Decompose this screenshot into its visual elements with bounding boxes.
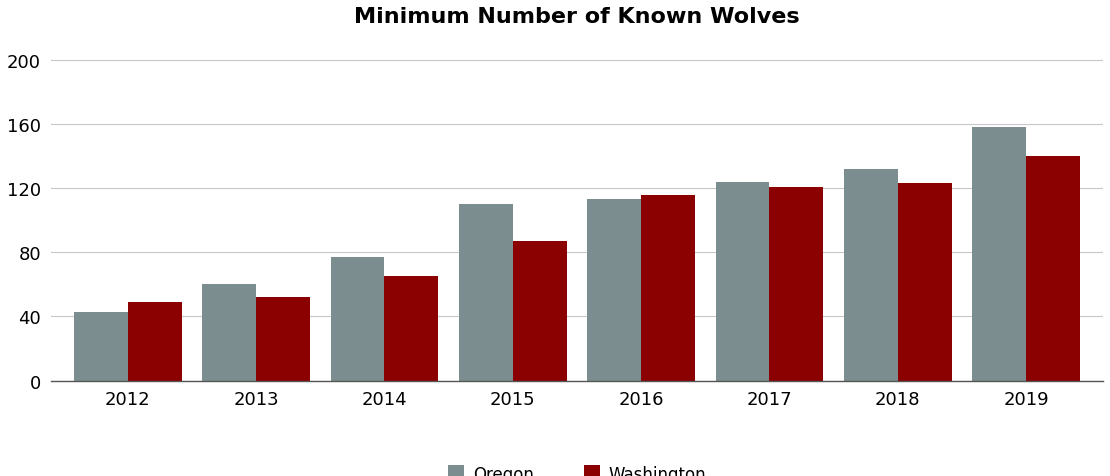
Title: Minimum Number of Known Wolves: Minimum Number of Known Wolves <box>354 7 799 27</box>
Bar <box>642 195 695 381</box>
Legend: Oregon, Washington: Oregon, Washington <box>441 458 713 476</box>
Bar <box>384 277 438 381</box>
Bar <box>202 285 256 381</box>
Bar <box>331 258 384 381</box>
Bar <box>716 182 769 381</box>
Bar <box>972 128 1026 381</box>
Bar <box>74 312 128 381</box>
Bar <box>898 184 951 381</box>
Bar <box>458 205 513 381</box>
Bar <box>769 187 824 381</box>
Bar <box>513 242 567 381</box>
Bar <box>844 169 898 381</box>
Bar <box>587 200 642 381</box>
Bar <box>128 302 182 381</box>
Bar <box>1026 157 1080 381</box>
Bar <box>256 298 310 381</box>
